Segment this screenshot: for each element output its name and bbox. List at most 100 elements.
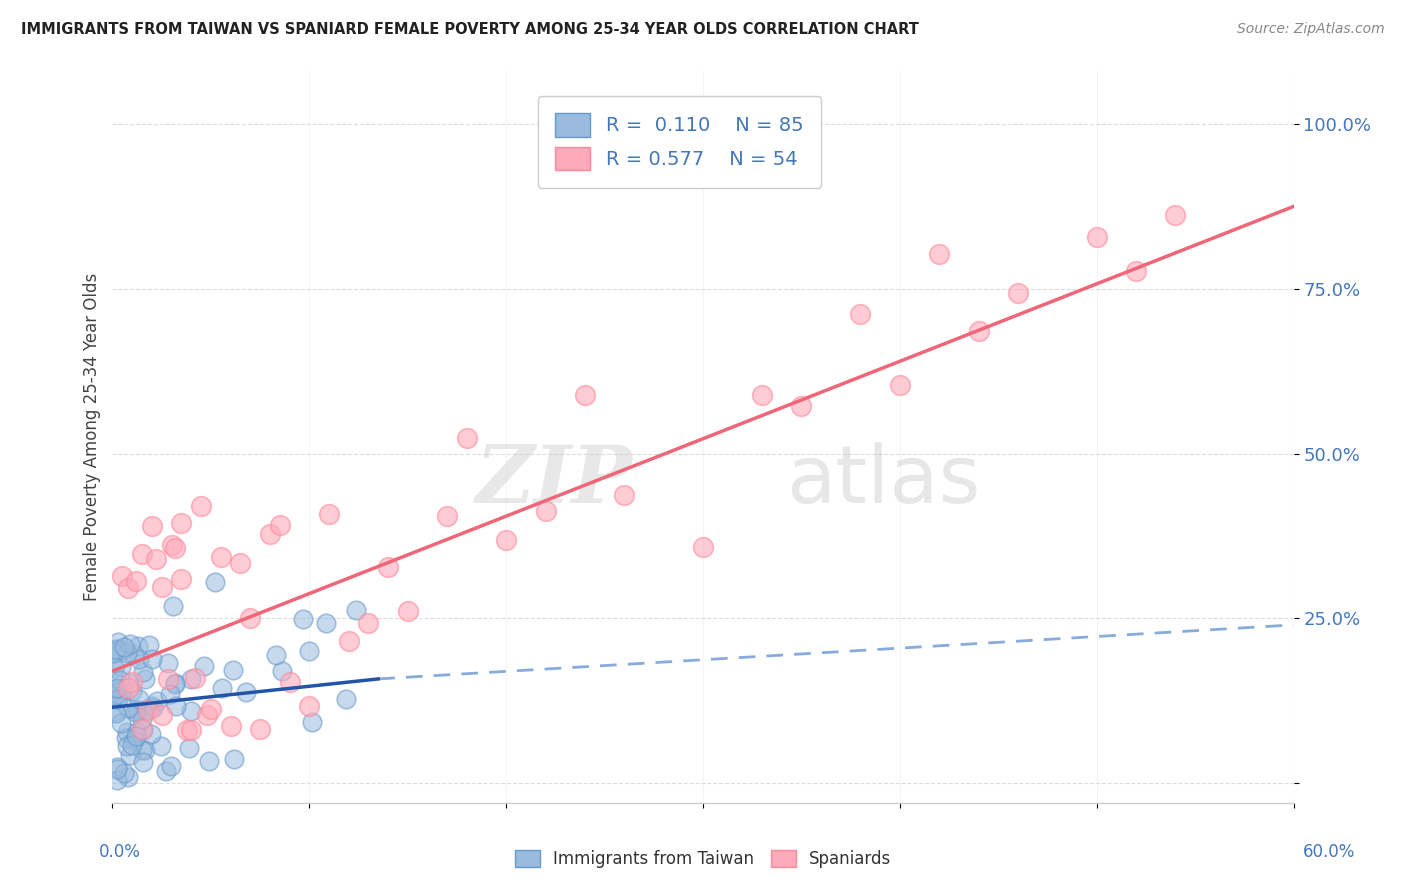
Point [849, 307, 872, 321]
Point [121, 738, 143, 752]
Point [193, 659, 215, 673]
Point [1164, 208, 1187, 222]
Point [209, 550, 232, 565]
Point [180, 723, 202, 738]
Point [132, 665, 155, 679]
Point [131, 743, 153, 757]
Point [180, 672, 202, 686]
Point [235, 685, 257, 699]
Point [141, 519, 163, 533]
Point [105, 693, 128, 707]
Point [170, 516, 193, 531]
Point [198, 754, 221, 768]
Y-axis label: Female Poverty Among 25-34 Year Olds: Female Poverty Among 25-34 Year Olds [83, 273, 101, 601]
Point [104, 704, 127, 718]
Point [239, 611, 262, 625]
Point [204, 575, 226, 590]
Point [134, 673, 156, 687]
Point [357, 616, 380, 631]
Point [613, 488, 636, 502]
Point [110, 715, 132, 730]
Point [156, 657, 179, 671]
Point [117, 681, 139, 695]
Point [120, 637, 142, 651]
Point [150, 580, 173, 594]
Point [249, 722, 271, 736]
Point [110, 660, 132, 674]
Point [127, 703, 149, 717]
Point [298, 699, 321, 714]
Point [105, 760, 128, 774]
Point [156, 672, 179, 686]
Point [165, 676, 187, 690]
Point [163, 677, 186, 691]
Point [103, 661, 125, 675]
Text: ZIP: ZIP [475, 442, 633, 520]
Point [301, 714, 323, 729]
Point [105, 762, 128, 776]
Point [259, 526, 281, 541]
Point [115, 646, 138, 660]
Point [1125, 264, 1147, 278]
Point [127, 725, 149, 739]
Point [131, 547, 153, 561]
Point [377, 559, 399, 574]
Point [134, 743, 156, 757]
Point [117, 770, 139, 784]
Point [160, 538, 183, 552]
Point [132, 756, 155, 770]
Point [170, 572, 193, 586]
Point [103, 685, 125, 699]
Point [456, 431, 478, 445]
Point [337, 633, 360, 648]
Point [184, 672, 207, 686]
Point [179, 740, 201, 755]
Point [124, 705, 146, 719]
Point [229, 556, 252, 570]
Point [120, 747, 142, 762]
Point [117, 739, 139, 754]
Point [139, 727, 162, 741]
Point [967, 325, 990, 339]
Point [146, 694, 169, 708]
Text: 60.0%: 60.0% [1302, 843, 1355, 861]
Point [103, 646, 125, 660]
Text: atlas: atlas [786, 442, 980, 520]
Point [291, 612, 314, 626]
Point [121, 674, 143, 689]
Point [121, 684, 143, 698]
Point [104, 706, 127, 720]
Point [200, 702, 222, 716]
Point [141, 652, 163, 666]
Point [315, 616, 337, 631]
Point [211, 681, 233, 695]
Point [165, 698, 187, 713]
Point [125, 574, 148, 589]
Point [790, 399, 813, 413]
Point [107, 691, 129, 706]
Point [176, 723, 198, 738]
Point [150, 739, 173, 754]
Point [136, 701, 159, 715]
Point [128, 692, 150, 706]
Point [118, 676, 141, 690]
Point [117, 581, 139, 595]
Point [159, 759, 181, 773]
Point [928, 247, 950, 261]
Point [136, 703, 159, 717]
Point [692, 540, 714, 554]
Point [132, 723, 155, 737]
Point [145, 552, 167, 566]
Point [1085, 230, 1108, 244]
Point [115, 731, 138, 745]
Point [297, 644, 319, 658]
Point [396, 604, 419, 618]
Point [751, 388, 773, 402]
Point [155, 764, 177, 778]
Point [127, 639, 149, 653]
Point [1007, 285, 1029, 300]
Point [105, 773, 128, 788]
Point [105, 681, 128, 696]
Point [224, 752, 246, 766]
Point [190, 499, 212, 513]
